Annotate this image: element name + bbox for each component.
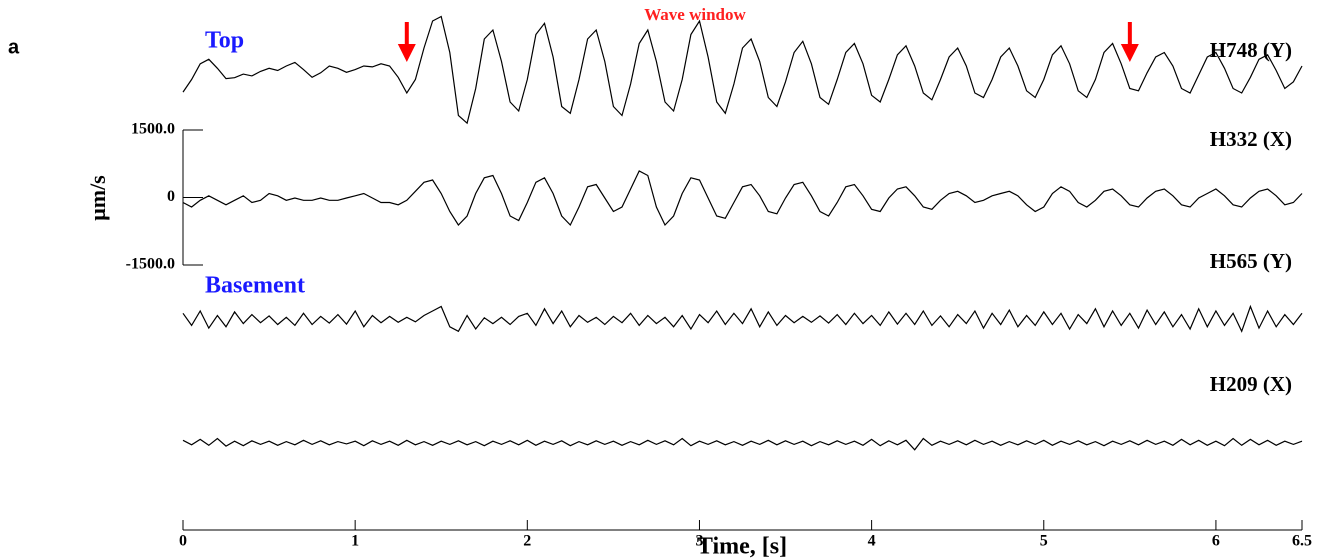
x-tick-label: 5	[1040, 533, 1048, 550]
arrow-head	[1120, 44, 1139, 62]
x-axis-label: Time, [s]	[697, 534, 787, 560]
window-arrow	[397, 22, 416, 62]
arrow-head	[397, 44, 416, 62]
trace	[182, 437, 1303, 451]
group-label: Basement	[205, 273, 305, 299]
trace	[182, 170, 1303, 227]
y-tick-label: 0	[167, 188, 175, 205]
x-tick-label: 0	[179, 533, 187, 550]
y-axis-label: μm/s	[85, 175, 110, 221]
x-tick-label: 6.5	[1292, 533, 1312, 550]
x-tick-label: 1	[351, 533, 359, 550]
x-tick-label: 6	[1212, 533, 1220, 550]
trace-label: H209 (X)	[1210, 372, 1292, 396]
chart-title: Wave window	[644, 5, 746, 24]
trace-label: H332 (X)	[1210, 127, 1292, 151]
panel-label: a	[8, 36, 20, 58]
y-tick-label: -1500.0	[126, 256, 175, 273]
trace	[182, 304, 1303, 333]
group-label: Top	[205, 28, 244, 54]
trace-label: H748 (Y)	[1210, 38, 1292, 62]
trace-label: H565 (Y)	[1210, 249, 1292, 273]
trace	[182, 15, 1303, 125]
x-tick-label: 4	[868, 533, 876, 550]
y-tick-label: 1500.0	[131, 121, 175, 138]
x-tick-label: 3	[695, 533, 703, 550]
window-arrow	[1120, 22, 1139, 62]
x-tick-label: 2	[523, 533, 531, 550]
